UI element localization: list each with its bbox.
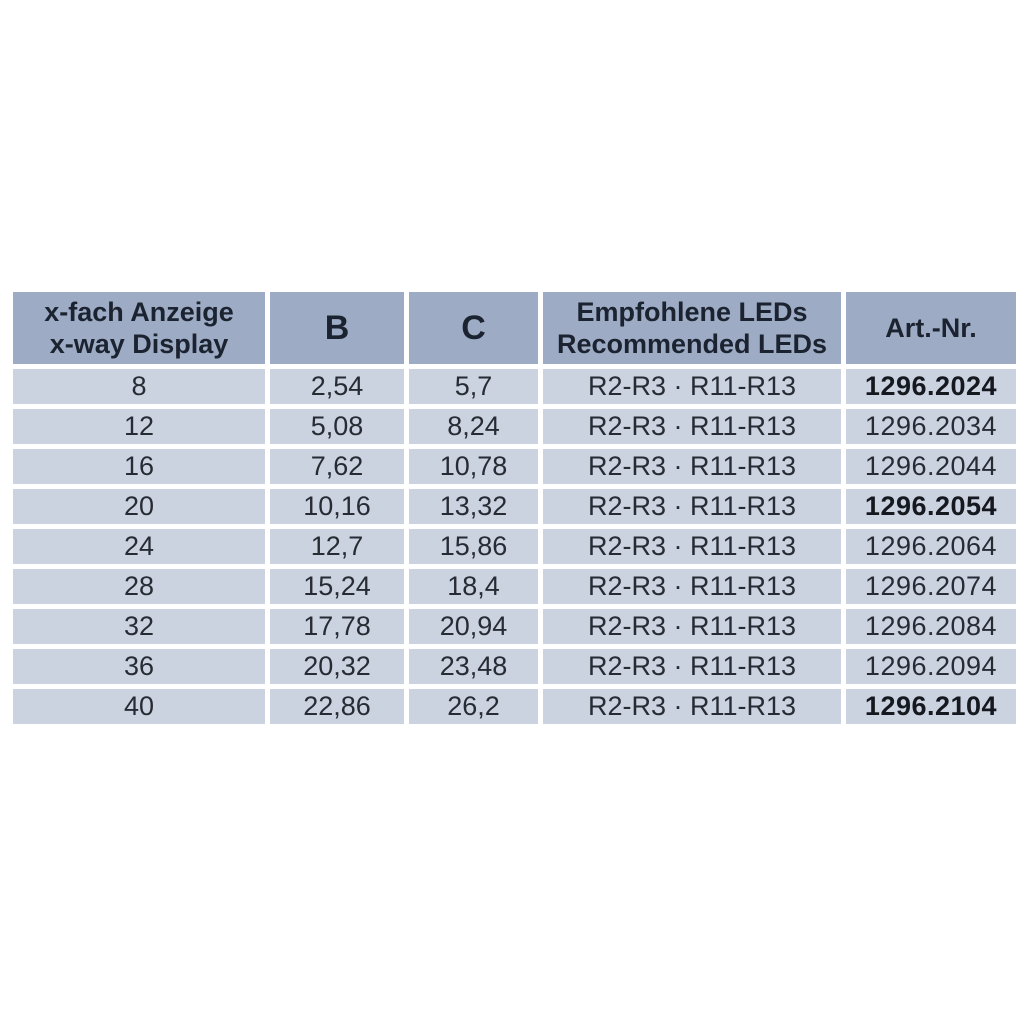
cell-art-nr: 1296.2064 [846, 529, 1016, 564]
spec-table-container: x-fach Anzeige x-way Display B C Empfohl… [8, 287, 1021, 729]
table-body: 8 2,54 5,7 R2-R3 · R11-R13 1296.2024 12 … [13, 369, 1016, 724]
cell-b: 22,86 [270, 689, 404, 724]
header-c-column: C [409, 292, 538, 364]
cell-art-nr: 1296.2104 [846, 689, 1016, 724]
cell-b: 5,08 [270, 409, 404, 444]
cell-display: 20 [13, 489, 265, 524]
cell-b: 12,7 [270, 529, 404, 564]
table-row: 28 15,24 18,4 R2-R3 · R11-R13 1296.2074 [13, 569, 1016, 604]
header-leds-line-en: Recommended LEDs [556, 329, 828, 359]
header-display-column: x-fach Anzeige x-way Display [13, 292, 265, 364]
header-leds-line-de: Empfohlene LEDs [576, 296, 808, 327]
cell-c: 18,4 [409, 569, 538, 604]
cell-art-nr: 1296.2044 [846, 449, 1016, 484]
cell-display: 24 [13, 529, 265, 564]
cell-leds: R2-R3 · R11-R13 [543, 449, 841, 484]
cell-display: 12 [13, 409, 265, 444]
cell-c: 5,7 [409, 369, 538, 404]
cell-b: 20,32 [270, 649, 404, 684]
cell-leds: R2-R3 · R11-R13 [543, 649, 841, 684]
cell-c: 8,24 [409, 409, 538, 444]
cell-display: 8 [13, 369, 265, 404]
header-art-nr-column: Art.-Nr. [846, 292, 1016, 364]
table-row: 32 17,78 20,94 R2-R3 · R11-R13 1296.2084 [13, 609, 1016, 644]
cell-display: 40 [13, 689, 265, 724]
cell-c: 26,2 [409, 689, 538, 724]
cell-c: 13,32 [409, 489, 538, 524]
table-row: 36 20,32 23,48 R2-R3 · R11-R13 1296.2094 [13, 649, 1016, 684]
cell-b: 17,78 [270, 609, 404, 644]
header-leds-column: Empfohlene LEDs Recommended LEDs [543, 292, 841, 364]
table-row: 20 10,16 13,32 R2-R3 · R11-R13 1296.2054 [13, 489, 1016, 524]
cell-art-nr: 1296.2094 [846, 649, 1016, 684]
cell-display: 16 [13, 449, 265, 484]
cell-leds: R2-R3 · R11-R13 [543, 689, 841, 724]
table-row: 8 2,54 5,7 R2-R3 · R11-R13 1296.2024 [13, 369, 1016, 404]
cell-c: 15,86 [409, 529, 538, 564]
cell-leds: R2-R3 · R11-R13 [543, 489, 841, 524]
table-row: 40 22,86 26,2 R2-R3 · R11-R13 1296.2104 [13, 689, 1016, 724]
table-row: 12 5,08 8,24 R2-R3 · R11-R13 1296.2034 [13, 409, 1016, 444]
header-b-column: B [270, 292, 404, 364]
cell-c: 20,94 [409, 609, 538, 644]
cell-leds: R2-R3 · R11-R13 [543, 529, 841, 564]
cell-art-nr: 1296.2054 [846, 489, 1016, 524]
cell-display: 28 [13, 569, 265, 604]
cell-c: 23,48 [409, 649, 538, 684]
cell-leds: R2-R3 · R11-R13 [543, 409, 841, 444]
cell-display: 36 [13, 649, 265, 684]
table-row: 24 12,7 15,86 R2-R3 · R11-R13 1296.2064 [13, 529, 1016, 564]
product-spec-table: x-fach Anzeige x-way Display B C Empfohl… [8, 287, 1021, 729]
table-row: 16 7,62 10,78 R2-R3 · R11-R13 1296.2044 [13, 449, 1016, 484]
header-display-line-de: x-fach Anzeige [44, 296, 234, 327]
cell-display: 32 [13, 609, 265, 644]
cell-b: 10,16 [270, 489, 404, 524]
cell-art-nr: 1296.2074 [846, 569, 1016, 604]
table-header: x-fach Anzeige x-way Display B C Empfohl… [13, 292, 1016, 364]
cell-c: 10,78 [409, 449, 538, 484]
cell-b: 7,62 [270, 449, 404, 484]
header-display-line-en: x-way Display [49, 329, 229, 359]
header-row: x-fach Anzeige x-way Display B C Empfohl… [13, 292, 1016, 364]
cell-leds: R2-R3 · R11-R13 [543, 569, 841, 604]
cell-art-nr: 1296.2034 [846, 409, 1016, 444]
cell-leds: R2-R3 · R11-R13 [543, 369, 841, 404]
cell-b: 2,54 [270, 369, 404, 404]
cell-art-nr: 1296.2084 [846, 609, 1016, 644]
cell-art-nr: 1296.2024 [846, 369, 1016, 404]
cell-b: 15,24 [270, 569, 404, 604]
cell-leds: R2-R3 · R11-R13 [543, 609, 841, 644]
